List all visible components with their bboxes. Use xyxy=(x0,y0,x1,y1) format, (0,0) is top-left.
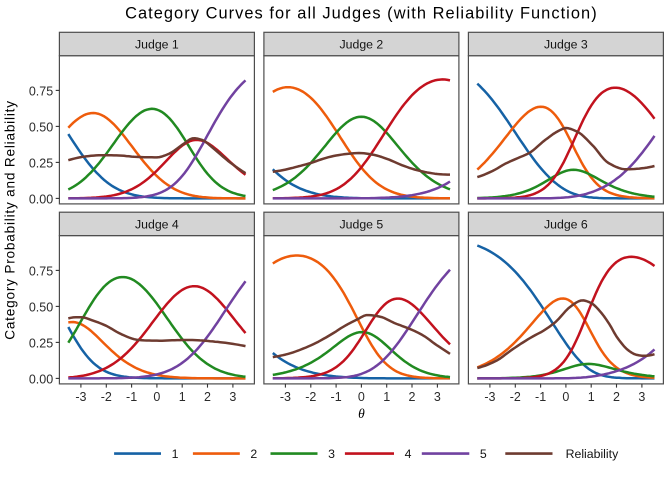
svg-text:-3: -3 xyxy=(75,390,86,404)
svg-text:1: 1 xyxy=(383,390,390,404)
svg-text:Judge 2: Judge 2 xyxy=(340,37,384,51)
svg-text:0.25: 0.25 xyxy=(29,336,53,350)
svg-text:2: 2 xyxy=(250,447,257,461)
svg-text:5: 5 xyxy=(480,447,487,461)
svg-text:-3: -3 xyxy=(280,390,291,404)
svg-text:-2: -2 xyxy=(101,390,112,404)
svg-text:0.75: 0.75 xyxy=(29,84,53,98)
svg-text:-1: -1 xyxy=(535,390,546,404)
svg-text:Judge 6: Judge 6 xyxy=(544,217,588,231)
svg-text:Judge 4: Judge 4 xyxy=(135,217,179,231)
svg-text:θ: θ xyxy=(358,406,365,421)
svg-text:Category Probability and Relia: Category Probability and Reliability xyxy=(3,100,18,340)
svg-text:-3: -3 xyxy=(484,390,495,404)
svg-text:4: 4 xyxy=(405,447,412,461)
svg-text:0.00: 0.00 xyxy=(29,372,53,386)
svg-text:-1: -1 xyxy=(331,390,342,404)
svg-text:0: 0 xyxy=(562,390,569,404)
svg-text:Category Curves for all Judges: Category Curves for all Judges (with Rel… xyxy=(125,4,598,22)
svg-text:3: 3 xyxy=(328,447,335,461)
svg-text:3: 3 xyxy=(638,390,645,404)
svg-text:Judge 5: Judge 5 xyxy=(340,217,384,231)
svg-text:-2: -2 xyxy=(510,390,521,404)
svg-text:2: 2 xyxy=(613,390,620,404)
svg-text:0.50: 0.50 xyxy=(29,300,53,314)
svg-text:3: 3 xyxy=(229,390,236,404)
svg-text:Reliability: Reliability xyxy=(566,447,619,461)
svg-text:2: 2 xyxy=(204,390,211,404)
svg-text:-1: -1 xyxy=(126,390,137,404)
svg-text:0.00: 0.00 xyxy=(29,192,53,206)
svg-text:0: 0 xyxy=(153,390,160,404)
svg-text:0.75: 0.75 xyxy=(29,264,53,278)
svg-text:0: 0 xyxy=(358,390,365,404)
svg-text:1: 1 xyxy=(172,447,179,461)
svg-text:3: 3 xyxy=(434,390,441,404)
svg-text:-2: -2 xyxy=(305,390,316,404)
svg-text:1: 1 xyxy=(588,390,595,404)
svg-text:1: 1 xyxy=(179,390,186,404)
svg-text:0.50: 0.50 xyxy=(29,120,53,134)
svg-text:2: 2 xyxy=(409,390,416,404)
svg-text:0.25: 0.25 xyxy=(29,156,53,170)
svg-text:Judge 1: Judge 1 xyxy=(135,37,179,51)
svg-text:Judge 3: Judge 3 xyxy=(544,37,588,51)
